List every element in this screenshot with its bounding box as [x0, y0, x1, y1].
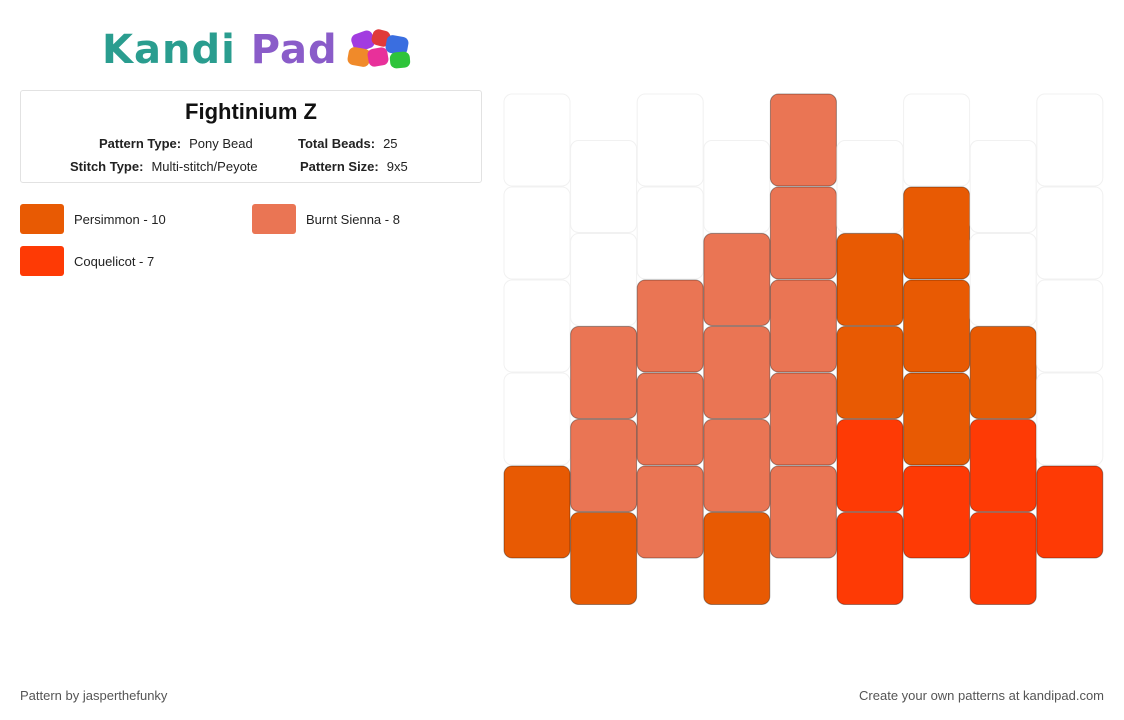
bead-empty: [570, 233, 638, 326]
bead-filled: [769, 465, 837, 559]
bead-empty: [703, 140, 771, 233]
stitch-type-label: Stitch Type:: [70, 159, 144, 174]
logo-wordmark: Kandi Pad: [102, 27, 338, 73]
bead-filled: [769, 372, 837, 466]
pattern-size-label: Pattern Size:: [300, 159, 379, 174]
pattern-type-label: Pattern Type:: [99, 136, 182, 151]
bead-filled: [969, 419, 1037, 512]
bead-empty: [503, 279, 571, 373]
bead-empty: [903, 93, 971, 187]
bead-filled: [636, 279, 704, 373]
pattern-size-field: Pattern Size: 9x5: [300, 159, 408, 174]
bead-filled: [769, 186, 837, 280]
bead-filled: [703, 233, 771, 326]
pattern-size-value: 9x5: [386, 159, 408, 174]
bead-filled: [703, 419, 771, 512]
stitch-type-field: Stitch Type: Multi-stitch/Peyote: [70, 159, 258, 174]
bead-filled: [903, 372, 971, 466]
legend-label: Burnt Sienna - 8: [306, 211, 400, 227]
bead-empty: [969, 233, 1037, 326]
pattern-type-field: Pattern Type: Pony Bead: [99, 136, 253, 151]
bead-empty: [570, 140, 638, 233]
bead-empty: [636, 93, 704, 187]
pattern-title: Fightinium Z: [185, 99, 317, 124]
bead-filled: [769, 93, 837, 187]
bead-filled: [703, 326, 771, 419]
kandi-pad-logo[interactable]: Kandi Pad: [102, 26, 422, 74]
legend-item-coquelicot: Coquelicot - 7: [20, 246, 154, 276]
bead-empty: [1036, 93, 1104, 187]
bead-empty: [636, 186, 704, 280]
bead-filled: [1036, 465, 1104, 559]
bead-filled: [570, 326, 638, 419]
color-swatch: [20, 246, 64, 276]
logo-word-pad: Pad: [250, 27, 338, 73]
bead-empty: [1036, 186, 1104, 280]
bead-filled: [769, 279, 837, 373]
bead-filled: [703, 512, 771, 605]
bead-filled: [903, 279, 971, 373]
total-beads-field: Total Beads: 25: [298, 136, 398, 151]
bead-filled: [570, 512, 638, 605]
pattern-info-panel: Fightinium Z Pattern Type: Pony Bead Tota…: [20, 90, 482, 183]
bead-filled: [903, 186, 971, 280]
bead-filled: [969, 512, 1037, 605]
bead-filled: [969, 326, 1037, 419]
pattern-credit: Pattern by jasperthefunky: [20, 688, 168, 703]
kandipad-link[interactable]: Create your own patterns at kandipad.com: [859, 688, 1104, 703]
bead-empty: [969, 140, 1037, 233]
bead-empty: [836, 140, 904, 233]
pattern-type-value: Pony Bead: [189, 136, 253, 151]
bead-filled: [636, 465, 704, 559]
bead-filled: [503, 465, 571, 559]
bead-filled: [570, 419, 638, 512]
total-beads-value: 25: [383, 136, 398, 151]
legend-item-persimmon: Persimmon - 10: [20, 204, 166, 234]
stitch-type-value: Multi-stitch/Peyote: [151, 159, 258, 174]
bead-filled: [636, 372, 704, 466]
bead-filled: [836, 233, 904, 326]
total-beads-label: Total Beads:: [298, 136, 376, 151]
bead-filled: [836, 512, 904, 605]
bead-filled: [836, 326, 904, 419]
logo-word-kandi: Kandi: [102, 27, 236, 73]
legend-label: Persimmon - 10: [74, 211, 166, 227]
bead-empty: [503, 372, 571, 466]
bead-empty: [1036, 279, 1104, 373]
color-swatch: [20, 204, 64, 234]
bead-empty: [503, 186, 571, 280]
bead-empty: [503, 93, 571, 187]
legend-label: Coquelicot - 7: [74, 253, 155, 269]
bead-filled: [836, 419, 904, 512]
bead-empty: [1036, 372, 1104, 466]
bead-filled: [903, 465, 971, 559]
legend-item-burnt-sienna: Burnt Sienna - 8: [252, 204, 400, 234]
color-swatch: [252, 204, 296, 234]
